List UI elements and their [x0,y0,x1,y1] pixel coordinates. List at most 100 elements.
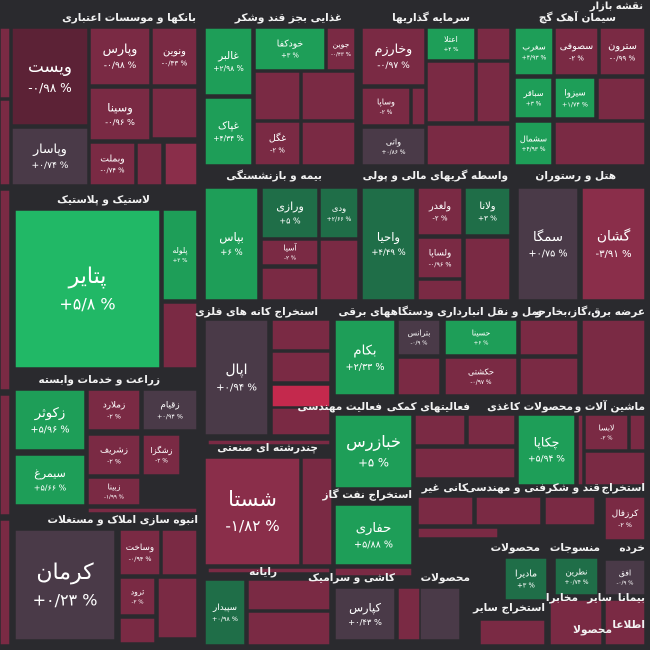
tile-box [14,389,86,451]
tile-change: -۰/۹۷ % [470,380,492,386]
filler-tile [0,394,11,516]
tile[interactable]: بپاس +۶ % [204,187,259,301]
tile[interactable]: سیزوا+۱/۷۴ % [554,77,596,119]
tile-box [204,27,253,96]
tile[interactable]: ولساپا-۰/۹۶ % [417,237,463,279]
tile-box [162,209,198,301]
tile-change: +۱/۷۴ % [562,100,588,108]
tile[interactable]: چکاپا +۵/۹۴ % [517,414,576,486]
tile[interactable]: خودکفا +۳ % [254,27,326,71]
tile[interactable]: سصوفی -۲ % [554,27,599,76]
tile[interactable]: غگل -۲ % [254,121,301,166]
tile[interactable]: حسینا +۶ % [444,319,518,356]
tile[interactable]: گشان -۳/۹۱ % [581,187,646,301]
tile[interactable]: سباقر +۳ % [514,77,553,119]
tile[interactable]: مادیرا +۳ % [504,557,548,601]
filler-tile [629,414,646,451]
tiles: ویست -۰/۹۸ % وپارس -۰/۹۸ % ونوین -۰/۴۳ % وسینا… [11,27,646,646]
sector-title: چندرشته ای صنعتی [217,442,318,454]
tile-change: +۳ % [517,582,535,590]
sector-title: واسطه گریهای مالی و پولی [363,169,508,182]
tile[interactable]: کرمان +۰/۲۳ % [14,529,116,641]
tile-change: -۰/۴۳ % [331,52,351,58]
tile-box [504,557,548,601]
tile[interactable]: زبینا -۱/۹۹ % [87,477,141,506]
tile[interactable]: اپال +۰/۹۴ % [204,319,269,436]
tile[interactable]: وساپا -۲ % [361,87,411,126]
tile-name: زشریف [100,446,128,456]
tile-change: -۰/۹۴ % [129,555,152,563]
filler-tile [476,27,511,61]
tile-name: پتایر [68,264,107,289]
tile[interactable]: سترون -۰/۹۹ % [599,27,646,76]
tile[interactable]: پتایر +۵/۸ % [14,209,161,369]
filler-tile [476,61,511,123]
tile[interactable]: ولانا +۳ % [464,187,511,236]
tile[interactable]: زکوثر +۵/۹۶ % [14,389,86,451]
tile[interactable]: سغرب +۴/۹۳ % [514,27,554,76]
tile-change: +۴ % [444,47,459,53]
tile[interactable]: جوین -۰/۴۳ % [326,27,356,71]
sector-title: انبوه سازی املاک و مستغلات [48,514,198,526]
tile[interactable]: ولغدر -۲ % [417,187,463,236]
tile[interactable]: آسیا -۲ % [261,239,319,266]
tile[interactable]: سشمال +۴/۹۳ % [514,121,553,166]
tile[interactable]: وپارس -۰/۹۸ % [89,27,151,86]
tile-box [14,454,86,506]
tile[interactable]: وبملت -۰/۷۴ % [89,142,136,186]
tile[interactable]: افق -۰/۹ % [604,559,646,596]
sector-title: رایانه [249,566,277,578]
tile[interactable]: کپارس +۰/۴۳ % [334,587,396,641]
tile[interactable]: زملارد-۲ % [87,389,141,431]
tile-box [204,319,269,436]
tile[interactable]: پلوله +۳ % [162,209,198,301]
tile-box [444,319,518,356]
tile[interactable]: واحیا +۴/۴۹ % [361,187,416,301]
tile[interactable]: وخارزم -۰/۹۷ % [361,27,426,86]
tile[interactable]: اعتلا +۴ % [426,27,476,61]
tile[interactable]: بکام +۲/۳۳ % [334,319,396,396]
tile[interactable]: خبازرس +۵ % [334,414,413,489]
tile-change: -۲ % [380,110,393,116]
tile-name: پلوله [172,246,187,255]
tile[interactable]: نطرین +۰/۷۴ % [554,557,599,596]
tile-name: وبملت [100,153,125,164]
tile[interactable]: سمگا +۰/۷۵ % [517,187,579,301]
tile[interactable]: ونوین -۰/۴۳ % [151,27,198,86]
tile[interactable]: حکشتی -۰/۹۷ % [444,357,518,396]
tile[interactable]: وسینا -۰/۹۶ % [89,87,151,141]
sector-title: حمل و نقل انبارداری و [426,306,546,318]
filler-tiles [0,27,646,646]
tile[interactable]: واتی +۰/۸۶ % [361,127,426,166]
tile-box [87,477,141,506]
tile[interactable]: سیمرغ +۵/۶۶ % [14,454,86,506]
tile[interactable]: زشگزا -۲ % [142,434,181,476]
tile[interactable]: زشریف-۲ % [87,434,141,476]
tile[interactable]: وپاسار +۰/۷۴ % [11,127,89,186]
filler-tile [261,267,319,301]
filler-tile [581,319,646,396]
tile[interactable]: سپیدار +۰/۹۸ % [204,579,246,646]
tile-name: ورازی [276,200,304,213]
tile-name: وخارزم [375,41,412,57]
tile[interactable]: حفاری +۵/۸۸ % [334,504,413,566]
tile[interactable]: بترانس -۰/۹ % [397,319,441,356]
tile[interactable]: ودی +۲/۶۶ % [319,187,359,239]
tile-change: +۰/۷۴ % [565,580,589,586]
filler-tile [301,121,356,166]
tile-box [87,434,141,476]
tile[interactable]: وساخت -۰/۹۴ % [119,529,161,576]
filler-tile [464,237,511,301]
tile[interactable]: غالبر +۲/۹۸ % [204,27,253,96]
tile[interactable]: کرزفال -۲ % [604,496,646,541]
tile[interactable]: غپاک +۴/۳۴ % [204,97,253,166]
tile[interactable]: شستا -۱/۸۲ % [204,457,301,566]
tile[interactable]: ورازی +۵ % [261,187,319,239]
tile-name: خودکفا [277,38,304,49]
sector-title: خرده [619,542,645,554]
tile[interactable]: ثرود -۲ % [119,577,156,616]
tile-name: آسیا [283,242,297,252]
tile[interactable]: ویست -۰/۹۸ % [11,27,89,126]
tile[interactable]: زقیام+۰/۹۴ % [142,389,198,431]
tile[interactable]: لابسا -۲ % [584,414,629,451]
